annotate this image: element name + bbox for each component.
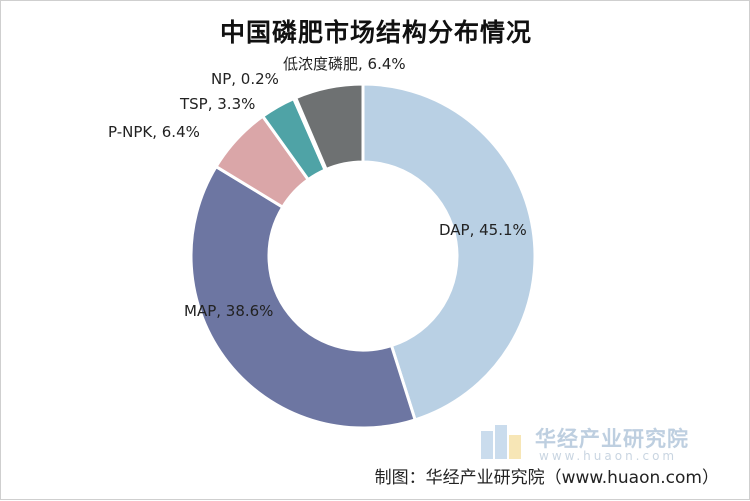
watermark: 华经产业研究院 www.huaon.com [479,421,729,465]
huaon-logo-icon [481,425,521,459]
slice-map [189,164,418,430]
slice-dap [361,82,537,422]
data-label-p-npk: P-NPK, 6.4% [108,123,200,141]
data-label-np: NP, 0.2% [211,70,279,88]
labels-layer: DAP, 45.1% MAP, 38.6% P-NPK, 6.4% TSP, 3.3%… [108,55,527,320]
data-label-tsp: TSP, 3.3% [179,95,255,113]
watermark-url: www.huaon.com [539,449,678,463]
watermark-name: 华经产业研究院 [535,427,689,451]
data-label-low-concentration: 低浓度磷肥, 6.4% [283,55,406,73]
slices-layer [189,82,537,430]
slice-low-concentration [293,82,365,172]
data-label-dap: DAP, 45.1% [439,221,527,239]
data-label-map: MAP, 38.6% [184,302,273,320]
source-credit: 制图：华经产业研究院（www.huaon.com） [374,468,719,488]
chart-title: 中国磷肥市场结构分布情况 [219,18,532,47]
